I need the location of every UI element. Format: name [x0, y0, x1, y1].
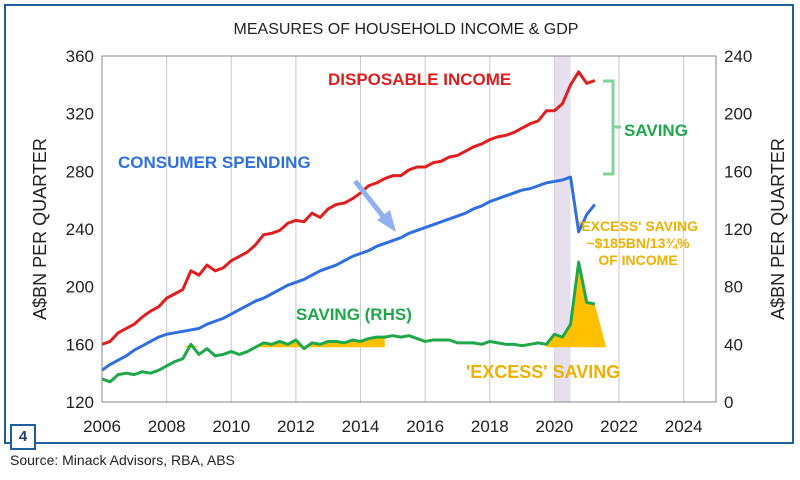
x-tick-label: 2006 [83, 417, 121, 436]
y-tick-label-right: 200 [724, 105, 752, 124]
x-tick-label: 2012 [277, 417, 315, 436]
chart-frame: MEASURES OF HOUSEHOLD INCOME & GDP 2006 2… [4, 4, 794, 450]
pointer-arrow [353, 179, 396, 232]
label-excess-saving: 'EXCESS' SAVING [466, 362, 620, 382]
x-tick-label: 2018 [471, 417, 509, 436]
y-tick-label-left: 160 [66, 335, 94, 354]
y-axis-label-right: A$BN PER QUARTER [768, 138, 788, 320]
y-tick-label-left: 240 [66, 220, 94, 239]
x-tick-label: 2022 [600, 417, 638, 436]
x-tick-label: 2008 [148, 417, 186, 436]
excess-note-line2: ~$185BN/13¾% [586, 235, 690, 251]
consumer-spending-line [101, 175, 596, 372]
y-tick-label-left: 320 [66, 105, 94, 124]
panel-number: 4 [10, 424, 36, 450]
y-tick-label-right: 120 [724, 220, 752, 239]
x-tick-label: 2024 [665, 417, 703, 436]
excess-note-line3: OF INCOME [598, 252, 677, 268]
source-note: Source: Minack Advisors, RBA, ABS [10, 452, 235, 468]
chart-svg: MEASURES OF HOUSEHOLD INCOME & GDP 2006 2… [30, 21, 788, 436]
plot-border [101, 55, 717, 403]
label-consumer-spending: CONSUMER SPENDING [118, 153, 311, 172]
y-tick-label-left: 280 [66, 162, 94, 181]
label-disposable-income: DISPOSABLE INCOME [328, 70, 511, 89]
x-tick-label: 2014 [342, 417, 380, 436]
y-tick-label-right: 40 [724, 335, 743, 354]
y-tick-label-right: 0 [724, 393, 733, 412]
label-saving: SAVING [624, 121, 688, 140]
chart-title: MEASURES OF HOUSEHOLD INCOME & GDP [234, 21, 579, 38]
y-tick-label-right: 240 [724, 47, 752, 66]
x-tick-label: 2020 [536, 417, 574, 436]
y-tick-label-right: 80 [724, 278, 743, 297]
y-tick-label-right: 160 [724, 162, 752, 181]
recession-shading [554, 56, 571, 402]
x-tick-label: 2010 [212, 417, 250, 436]
saving-line [101, 260, 596, 384]
disposable-income-line [101, 70, 596, 346]
y-tick-label-left: 120 [66, 393, 94, 412]
excess-note-line1: 'EXCESS' SAVING [578, 218, 698, 234]
y-axis-label-left: A$BN PER QUARTER [30, 138, 50, 320]
excess-saving-area-covid [546, 262, 607, 348]
y-tick-label-left: 360 [66, 47, 94, 66]
label-saving-rhs: SAVING (RHS) [296, 305, 412, 324]
y-tick-label-left: 200 [66, 278, 94, 297]
x-tick-label: 2016 [406, 417, 444, 436]
saving-bracket [603, 79, 621, 176]
